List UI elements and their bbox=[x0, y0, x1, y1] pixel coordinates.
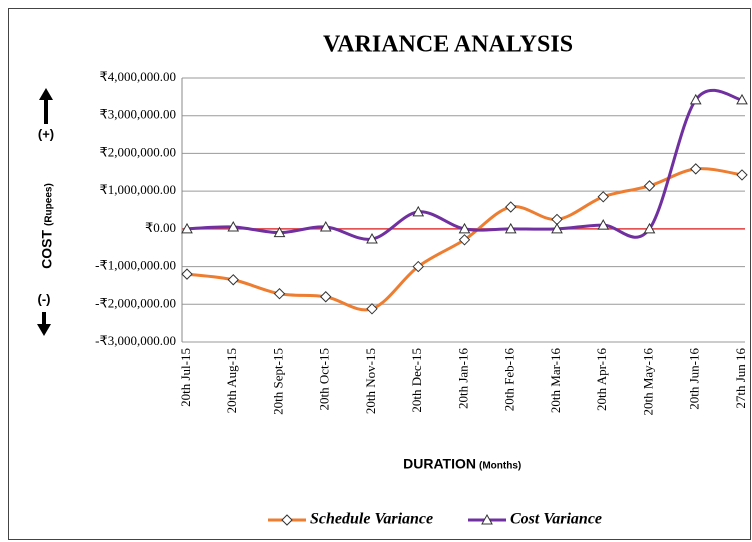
marker bbox=[320, 291, 332, 303]
marker bbox=[181, 222, 193, 234]
x-tick-label: 20th May-16 bbox=[640, 348, 655, 416]
y-tick-label: ₹4,000,000.00 bbox=[99, 69, 176, 84]
marker bbox=[458, 234, 471, 246]
marker bbox=[181, 268, 193, 280]
plus-annotation: (+) bbox=[38, 126, 54, 141]
x-tick-label: 20th Dec-15 bbox=[409, 348, 424, 413]
marker bbox=[412, 205, 425, 217]
marker bbox=[551, 222, 563, 234]
x-axis-label: DURATION bbox=[403, 456, 476, 472]
x-tick-label: 20th Oct-15 bbox=[317, 348, 332, 410]
x-tick-label: 20th Jun-16 bbox=[687, 348, 702, 410]
marker bbox=[597, 219, 610, 230]
x-tick-label: 20th Feb-16 bbox=[502, 348, 517, 412]
down-arrow bbox=[37, 312, 51, 336]
x-tick-label: 20th Sept-15 bbox=[270, 348, 285, 415]
chart-title: VARIANCE ANALYSIS bbox=[323, 32, 573, 58]
marker bbox=[643, 180, 656, 192]
legend-label: Schedule Variance bbox=[310, 511, 433, 528]
marker bbox=[736, 169, 748, 181]
y-tick-label: ₹2,000,000.00 bbox=[99, 144, 176, 159]
marker bbox=[412, 260, 424, 273]
x-tick-label: 20th Apr-16 bbox=[594, 348, 609, 411]
x-tick-label: 20th Mar-16 bbox=[548, 348, 563, 414]
marker bbox=[458, 222, 471, 234]
x-tick-label: 20th Jul-15 bbox=[178, 348, 193, 407]
legend-label: Cost Variance bbox=[510, 511, 602, 528]
marker bbox=[319, 220, 332, 232]
marker bbox=[505, 201, 517, 213]
marker bbox=[597, 191, 609, 203]
chart-frame bbox=[8, 8, 751, 540]
marker bbox=[227, 274, 239, 286]
marker bbox=[366, 233, 378, 244]
y-tick-label: -₹3,000,000.00 bbox=[95, 333, 176, 348]
marker bbox=[736, 93, 748, 105]
up-arrow bbox=[39, 88, 53, 124]
marker bbox=[690, 163, 702, 175]
y-axis-label: COST bbox=[39, 230, 55, 269]
x-tick-label: 20th Jan-16 bbox=[455, 348, 470, 410]
marker bbox=[273, 288, 286, 300]
marker bbox=[227, 220, 240, 232]
legend-marker bbox=[481, 513, 493, 525]
minus-annotation: (-) bbox=[38, 291, 51, 306]
marker bbox=[643, 222, 656, 234]
y-axis-unit: (Rupees) bbox=[44, 183, 55, 226]
x-tick-label: 20th Nov-15 bbox=[363, 348, 378, 414]
y-tick-label: -₹2,000,000.00 bbox=[95, 295, 176, 310]
y-tick-label: -₹1,000,000.00 bbox=[95, 258, 176, 273]
x-tick-label: 20th Aug-15 bbox=[224, 348, 239, 413]
y-tick-label: ₹3,000,000.00 bbox=[99, 107, 176, 122]
marker bbox=[689, 93, 702, 105]
legend-marker bbox=[281, 514, 293, 526]
y-tick-label: ₹1,000,000.00 bbox=[99, 182, 176, 197]
x-axis-unit: (Months) bbox=[479, 461, 521, 472]
marker bbox=[366, 303, 378, 315]
marker bbox=[273, 226, 286, 238]
x-tick-label: 27th Jun 16 bbox=[733, 348, 748, 409]
y-tick-label: ₹0.00 bbox=[145, 220, 176, 235]
y-axis-title: COST (Rupees) bbox=[39, 183, 55, 269]
marker bbox=[504, 222, 517, 234]
